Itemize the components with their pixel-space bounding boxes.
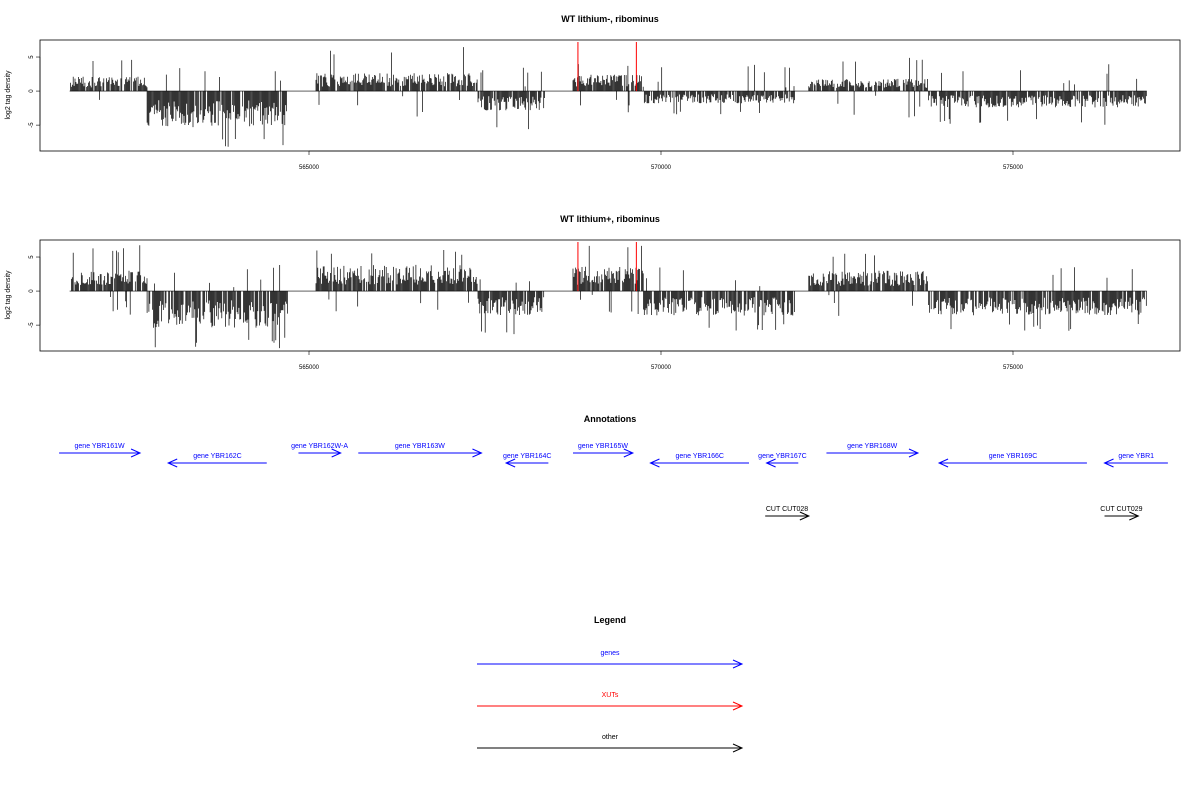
legend-label: other [602,734,619,741]
feature-arrow-head [504,458,516,468]
annotations-title: Annotations [584,414,637,424]
y-tick-label: 5 [29,255,35,259]
feature-label: gene YBR164C [503,453,552,460]
density-bars [69,242,1147,349]
feature-arrow-head [166,458,178,468]
feature-arrow-head [1129,511,1140,521]
annotation-feature: gene YBR162C [166,453,267,468]
annotation-feature: gene YBR164C [503,453,552,468]
feature-label: gene YBR162C [193,453,242,460]
coverage-bar-group [146,265,288,349]
annotation-feature: gene YBR1 [1103,453,1168,468]
legend-arrow-head [732,701,744,711]
feature-arrow-head [1103,458,1114,468]
feature-label: gene YBR1 [1118,453,1154,460]
axes: -5 0 5 565000 570000 575000 [29,55,1024,171]
x-tick-label: 575000 [1003,165,1024,171]
density-bars [69,42,1147,147]
y-tick-label: 5 [29,55,35,59]
feature-arrow-head [908,448,920,458]
feature-arrow-head [937,458,949,468]
density-panel-lithium-plus: WT lithium+, ribominus log2 tag density … [5,214,1181,371]
coverage-bar-group [315,250,478,312]
panel-title: WT lithium-, ribominus [561,14,659,24]
feature-arrow-head [623,448,635,458]
feature-arrow-head [649,458,660,468]
legend-item: XUTs [477,692,744,711]
feature-label: gene YBR163W [395,443,445,450]
feature-arrow-head [130,448,142,458]
coverage-bar-group [928,64,1147,125]
coverage-bar-group [928,267,1147,331]
legend-title: Legend [594,615,626,625]
legend-arrow-head [732,743,744,753]
legend: Legend genes XUTs other [477,615,744,753]
panel-title: WT lithium+, ribominus [560,214,660,224]
coverage-bar-group [808,57,928,118]
legend-label: XUTs [602,692,619,699]
x-tick-label: 570000 [651,365,672,371]
annotation-feature: gene YBR169C [937,453,1087,468]
y-tick-label: -5 [29,322,35,328]
feature-arrow-head [765,458,776,468]
y-tick-label: 0 [29,89,35,93]
coverage-bar-group [477,279,545,335]
annotation-feature: CUT CUT029 [1100,506,1143,521]
annotation-feature: gene YBR167C [758,453,807,468]
x-tick-label: 565000 [299,365,320,371]
annotation-feature: gene YBR165W [573,443,635,458]
y-tick-label: 0 [29,289,35,293]
annotation-feature: CUT CUT028 [765,506,811,521]
coverage-bar-group [572,245,644,314]
legend-item: genes [477,650,744,669]
y-axis-label: log2 tag density [5,270,12,320]
x-tick-label: 575000 [1003,365,1024,371]
coverage-bar-group [643,267,795,331]
annotation-feature: gene YBR161W [59,443,142,458]
feature-label: gene YBR166C [675,453,724,460]
x-tick-label: 570000 [651,165,672,171]
feature-label: gene YBR161W [75,443,125,450]
density-panel-lithium-minus: WT lithium-, ribominus log2 tag density … [5,14,1181,171]
feature-label: gene YBR168W [847,443,897,450]
legend-label: genes [600,650,620,657]
feature-arrow-head [472,448,483,458]
feature-label: CUT CUT029 [1100,506,1142,513]
coverage-bar-group [70,59,148,100]
axes: -5 0 5 565000 570000 575000 [29,255,1024,371]
feature-label: gene YBR165W [578,443,628,450]
coverage-bar-group [146,68,287,147]
coverage-bar-group [477,67,545,130]
annotation-feature: gene YBR163W [358,443,483,458]
gene-arrows: gene YBR161W gene YBR162C gene YBR162W-A ge… [59,443,1168,521]
y-axis-label: log2 tag density [5,70,12,120]
coverage-bar-group [572,64,644,113]
annotation-feature: gene YBR162W-A [291,443,348,458]
legend-items: genes XUTs other [477,650,744,753]
feature-label: gene YBR162W-A [291,443,348,450]
legend-arrow-head [732,659,744,669]
annotation-feature: gene YBR166C [649,453,749,468]
feature-arrow-head [799,511,811,521]
feature-label: gene YBR167C [758,453,807,460]
legend-item: other [477,734,744,753]
coverage-bar-group [643,64,795,115]
x-tick-label: 565000 [299,165,320,171]
feature-label: CUT CUT028 [766,506,808,513]
feature-arrow-head [331,448,342,458]
annotation-feature: gene YBR168W [826,443,920,458]
coverage-bar-group [71,245,148,315]
y-tick-label: -5 [29,122,35,128]
feature-label: gene YBR169C [989,453,1038,460]
coverage-bar-group [315,47,478,117]
coverage-bar-group [808,253,928,316]
